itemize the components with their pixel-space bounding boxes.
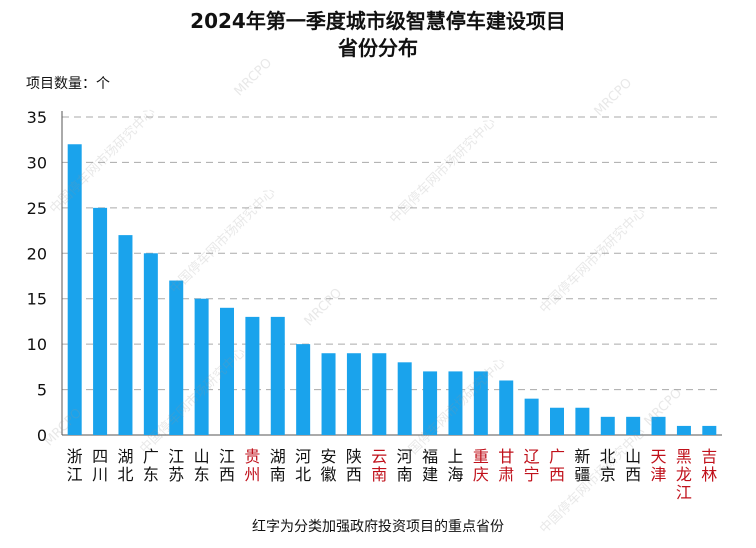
bar-湖北 <box>118 235 133 435</box>
x-tick-label-char: 东 <box>194 465 210 484</box>
x-tick-label-char: 河 <box>295 447 311 466</box>
x-tick-label-char: 江 <box>676 483 692 502</box>
x-tick-label-char: 庆 <box>473 465 489 484</box>
y-tick-label: 0 <box>37 426 47 445</box>
bar-重庆 <box>473 371 488 435</box>
x-tick-label-char: 安 <box>321 447 337 466</box>
x-tick-label-char: 京 <box>600 465 616 484</box>
x-tick-label-char: 黑 <box>676 447 692 466</box>
x-tick-label-char: 湖 <box>117 447 133 466</box>
x-tick-label-char: 海 <box>447 465 463 484</box>
y-tick-label: 30 <box>27 153 47 172</box>
bar-辽宁 <box>524 398 539 435</box>
x-tick-label-char: 云 <box>371 447 387 466</box>
x-tick-label-char: 北 <box>295 465 311 484</box>
x-tick-label-char: 陕 <box>346 447 362 466</box>
x-tick-label-char: 江 <box>67 465 83 484</box>
y-axis-unit-label: 项目数量：个 <box>26 76 110 92</box>
x-tick-label-char: 福 <box>422 447 438 466</box>
x-tick-label-char: 疆 <box>574 465 590 484</box>
x-tick-label-char: 广 <box>549 447 565 466</box>
x-tick-label-char: 四 <box>92 447 108 466</box>
y-tick-label: 25 <box>27 199 47 218</box>
x-tick-label-char: 西 <box>549 465 565 484</box>
x-tick-label-char: 天 <box>651 447 667 466</box>
chart-footnote: 红字为分类加强政府投资项目的重点省份 <box>252 519 504 535</box>
x-tick-label-char: 浙 <box>67 447 83 466</box>
x-tick-label-char: 龙 <box>676 465 692 484</box>
chart-title-line2: 省份分布 <box>338 36 418 60</box>
x-tick-label-char: 肃 <box>498 465 514 484</box>
x-tick-label-char: 湖 <box>270 447 286 466</box>
bar-吉林 <box>702 425 717 435</box>
x-tick-label-char: 山 <box>625 447 641 466</box>
x-tick-label-char: 河 <box>397 447 413 466</box>
x-tick-label-char: 林 <box>701 465 717 484</box>
bar-山西 <box>626 416 641 435</box>
bar-江西 <box>220 307 234 435</box>
bar-陕西 <box>346 353 361 435</box>
x-tick-label-char: 南 <box>397 465 413 484</box>
bar-河南 <box>397 362 412 435</box>
x-tick-label-char: 州 <box>244 465 260 484</box>
x-tick-label-char: 上 <box>447 447 463 466</box>
bar-黑龙江 <box>676 425 691 435</box>
x-tick-label-char: 甘 <box>498 447 514 466</box>
x-tick-label-char: 西 <box>625 465 641 484</box>
bar-湖南 <box>270 316 285 435</box>
x-tick-label-char: 西 <box>346 465 362 484</box>
x-tick-label-char: 西 <box>219 465 235 484</box>
bar-广东 <box>143 253 158 435</box>
x-tick-label-char: 东 <box>143 465 159 484</box>
bar-云南 <box>372 353 387 435</box>
x-tick-label-char: 山 <box>194 447 210 466</box>
bar-福建 <box>423 371 438 435</box>
bar-上海 <box>448 371 463 435</box>
y-tick-label: 20 <box>27 244 47 263</box>
x-tick-label-char: 新 <box>574 447 590 466</box>
bar-北京 <box>600 416 615 435</box>
x-tick-label-char: 吉 <box>701 447 717 466</box>
x-tick-label-char: 建 <box>422 465 438 484</box>
bar-甘肃 <box>499 380 514 435</box>
x-tick-label-char: 徽 <box>321 465 337 484</box>
x-tick-label-char: 苏 <box>168 465 184 484</box>
bar-山东 <box>194 298 209 435</box>
x-tick-label-char: 广 <box>143 447 159 466</box>
bar-四川 <box>93 207 108 435</box>
x-tick-label-char: 南 <box>270 465 286 484</box>
chart-title-line1: 2024年第一季度城市级智慧停车建设项目 <box>190 9 566 33</box>
x-tick-label-char: 辽 <box>524 447 540 466</box>
bar-天津 <box>651 416 666 435</box>
x-tick-label-char: 北 <box>117 465 133 484</box>
bar-新疆 <box>575 407 590 435</box>
bar-浙江 <box>67 144 82 435</box>
x-tick-label-char: 川 <box>92 465 108 484</box>
x-tick-label-char: 南 <box>371 465 387 484</box>
x-tick-label-char: 宁 <box>524 465 540 484</box>
x-tick-label-char: 江 <box>219 447 235 466</box>
y-tick-label: 15 <box>27 290 47 309</box>
x-tick-label-char: 重 <box>473 447 489 466</box>
bar-江苏 <box>169 280 184 435</box>
y-tick-label: 10 <box>27 335 47 354</box>
bar-安徽 <box>321 353 336 435</box>
y-tick-label: 35 <box>27 108 47 127</box>
x-tick-label-char: 北 <box>600 447 616 466</box>
x-tick-label-char: 江 <box>168 447 184 466</box>
bar-河北 <box>296 344 311 435</box>
x-tick-label-char: 津 <box>651 465 667 484</box>
bar-贵州 <box>245 316 260 435</box>
y-tick-label: 5 <box>37 381 47 400</box>
x-tick-label-char: 贵 <box>244 447 260 466</box>
bar-广西 <box>550 407 564 435</box>
